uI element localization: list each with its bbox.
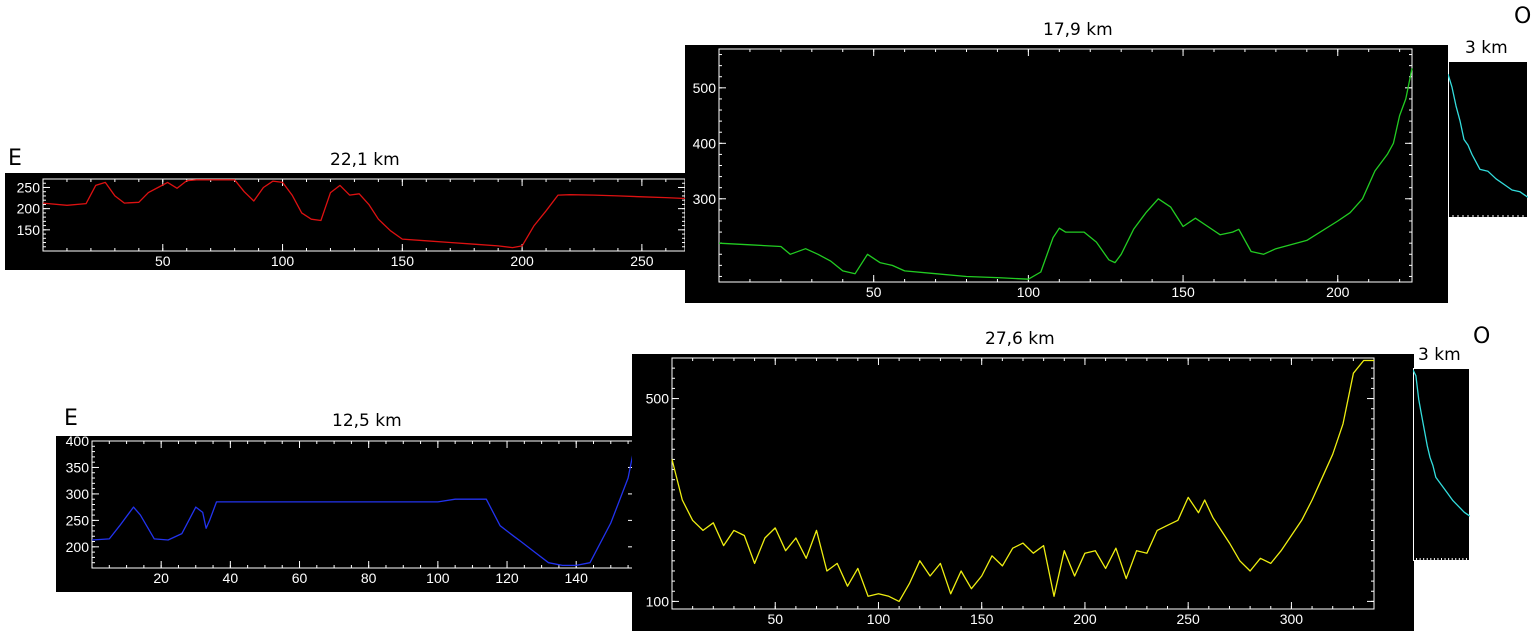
y-tick-label: 500	[693, 80, 717, 96]
elevation-series-line	[42, 179, 686, 249]
x-tick-label: 100	[271, 253, 295, 269]
profile-chart-3km-top	[1448, 61, 1528, 218]
elevation-series-line	[1413, 369, 1470, 517]
y-tick-label: 500	[646, 391, 670, 407]
y-tick-label: 200	[66, 539, 90, 555]
plot-frame	[671, 357, 1375, 610]
profile-chart-3km-top-svg	[1448, 61, 1528, 218]
x-tick-label: 300	[1280, 611, 1304, 627]
y-tick-label: 300	[66, 486, 90, 502]
profile-chart-22-1: 50 100 150 200 250 150 200 250	[5, 173, 723, 270]
x-tick-label: 50	[155, 253, 171, 269]
elevation-series-line	[91, 443, 636, 567]
x-tick-label: 200	[510, 253, 534, 269]
chart-title-22-1: 22,1 km	[330, 150, 400, 170]
plot-frame	[1448, 61, 1528, 218]
east-label-bottom: E	[64, 406, 78, 431]
east-label-top: E	[8, 146, 22, 171]
y-tick-label: 100	[646, 593, 670, 609]
chart-title-3km-bottom: 3 km	[1418, 345, 1461, 365]
y-tick-label: 300	[693, 191, 717, 207]
profile-chart-12-5: 20 40 60 80 100 120 140 200 250 300 350 400	[56, 436, 673, 592]
x-tick-label: 200	[1326, 284, 1350, 300]
y-tick-label: 200	[17, 201, 41, 217]
x-tick-label: 60	[292, 570, 308, 586]
profile-chart-17-9-svg: 50 100 150 200 300 400 500	[693, 48, 1413, 300]
x-tick-label: 250	[1176, 611, 1200, 627]
x-tick-label: 150	[970, 611, 994, 627]
profile-chart-12-5-svg: 20 40 60 80 100 120 140 200 250 300 350 400	[66, 436, 636, 586]
plot-frame	[42, 178, 686, 252]
chart-title-12-5: 12,5 km	[332, 411, 402, 431]
profile-chart-3km-bottom-svg	[1413, 368, 1470, 561]
profile-chart-3km-bottom	[1413, 368, 1470, 561]
x-tick-label: 80	[361, 570, 377, 586]
profile-chart-22-1-svg: 50 100 150 200 250 150 200 250	[17, 178, 686, 269]
x-tick-label: 100	[1017, 284, 1041, 300]
elevation-series-line	[718, 68, 1413, 280]
chart-title-3km-top: 3 km	[1465, 38, 1508, 58]
west-label-bottom: O	[1473, 324, 1491, 349]
x-tick-label: 200	[1073, 611, 1097, 627]
x-tick-label: 150	[391, 253, 415, 269]
west-label-top: O	[1514, 4, 1532, 29]
plot-frame	[91, 440, 636, 569]
chart-title-17-9: 17,9 km	[1043, 20, 1113, 40]
plot-frame	[718, 48, 1413, 283]
y-tick-label: 250	[17, 179, 41, 195]
elevation-series-line	[1448, 73, 1528, 198]
y-tick-label: 400	[693, 135, 717, 151]
y-tick-label: 350	[66, 459, 90, 475]
x-tick-label: 250	[630, 253, 654, 269]
profile-chart-17-9: 50 100 150 200 300 400 500	[685, 45, 1448, 303]
chart-title-27-6: 27,6 km	[985, 329, 1055, 349]
y-tick-label: 150	[17, 222, 41, 238]
x-tick-label: 150	[1171, 284, 1195, 300]
plot-frame	[1413, 368, 1470, 561]
profile-chart-27-6: 50 100 150 200 250 300 100 500	[632, 354, 1414, 631]
x-tick-label: 50	[866, 284, 882, 300]
x-tick-label: 100	[867, 611, 891, 627]
x-tick-label: 140	[565, 570, 589, 586]
y-tick-label: 400	[66, 436, 90, 449]
x-tick-label: 100	[426, 570, 450, 586]
x-tick-label: 20	[153, 570, 169, 586]
x-tick-label: 120	[495, 570, 519, 586]
x-tick-label: 40	[223, 570, 239, 586]
profile-chart-27-6-svg: 50 100 150 200 250 300 100 500	[646, 357, 1375, 627]
x-tick-label: 50	[767, 611, 783, 627]
y-tick-label: 250	[66, 512, 90, 528]
elevation-series-line	[671, 359, 1374, 603]
